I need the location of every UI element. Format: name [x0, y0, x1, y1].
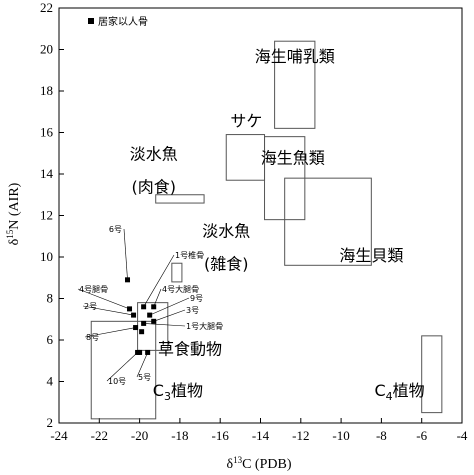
region-label: (雑食): [204, 254, 249, 273]
y-tick-label: 6: [47, 332, 54, 347]
leader-line: [143, 254, 175, 307]
point-label: 4号腿骨: [79, 285, 108, 294]
x-tick-label: -12: [292, 428, 309, 443]
region-label: (肉食): [131, 178, 176, 197]
point-label: 9号: [190, 294, 203, 303]
leader-line: [106, 352, 138, 382]
y-tick-label: 22: [40, 0, 53, 15]
data-point: [137, 349, 143, 355]
point-label: 1号大腿骨: [186, 321, 223, 331]
x-tick-label: -18: [171, 428, 188, 443]
x-axis-ticks: -24 -22 -20 -18 -16 -14 -12 -10 -8 -6 -4: [50, 418, 468, 443]
region-box: [171, 262, 183, 283]
point-label: 1号椎骨: [175, 250, 204, 260]
x-tick-label: -6: [416, 428, 427, 443]
point-label: 10号: [108, 377, 126, 386]
y-tick-label: 4: [47, 374, 54, 389]
point-label: 6号: [109, 225, 122, 234]
data-point: [139, 329, 145, 335]
x-tick-label: -14: [252, 428, 270, 443]
region-label: 海生哺乳類: [255, 47, 335, 66]
y-tick-label: 16: [40, 125, 54, 140]
region-box: [274, 40, 316, 129]
leader-line: [153, 288, 162, 307]
y-tick-label: 18: [40, 83, 53, 98]
data-point: [125, 277, 131, 283]
region-box: [421, 335, 443, 414]
y-axis-label: δ15N (AIR): [5, 182, 22, 245]
region-label: 海生貝類: [339, 246, 403, 265]
legend-marker: [88, 18, 94, 24]
point-label: 5号: [138, 373, 151, 382]
y-tick-label: 14: [40, 166, 54, 181]
y-axis-ticks: 2 4 6 8 10 12 14 16 18 20 22: [40, 0, 64, 430]
y-tick-label: 8: [47, 291, 54, 306]
region-label: 淡水魚: [202, 221, 250, 240]
x-tick-label: -4: [457, 428, 468, 443]
x-tick-label: -24: [50, 428, 68, 443]
region-label: C3植物: [153, 381, 203, 403]
region-label: C4植物: [374, 381, 424, 403]
plot-frame: [58, 7, 463, 424]
y-tick-label: 20: [40, 42, 53, 57]
x-tick-label: -16: [212, 428, 230, 443]
y-tick-label: 2: [47, 415, 54, 430]
leader-line: [149, 297, 190, 316]
leader-line: [82, 305, 134, 316]
region-box: [225, 134, 266, 181]
region-box: [284, 177, 372, 266]
x-tick-label: -22: [91, 428, 108, 443]
legend: 居家以人骨: [88, 15, 148, 28]
x-tick-label: -20: [131, 428, 148, 443]
point-label: 2号: [84, 302, 97, 311]
point-label: 3号: [186, 306, 199, 315]
leader-line: [84, 327, 136, 338]
legend-label: 居家以人骨: [98, 15, 148, 28]
region-label: 海生魚類: [261, 149, 325, 168]
y-tick-label: 12: [40, 208, 53, 223]
region-box: [155, 194, 205, 204]
y-tick-label: 10: [40, 249, 53, 264]
region-box: [90, 320, 157, 420]
leader-line: [143, 323, 186, 327]
data-points: 6号 1号椎骨 4号腿骨 4号大腿骨 2号 9号 3号 1号大腿骨 8号 10号 5号: [77, 225, 223, 386]
leader-line: [153, 309, 186, 322]
x-tick-label: -8: [376, 428, 387, 443]
leader-line: [123, 228, 128, 280]
region-label: 草食動物: [158, 340, 222, 359]
region-label: サケ: [230, 111, 262, 130]
plot-area-border: [58, 7, 463, 424]
x-tick-label: -10: [332, 428, 349, 443]
x-axis-label: δ13C (PDB): [226, 455, 291, 472]
leader-line: [77, 288, 130, 310]
point-label: 8号: [86, 333, 99, 342]
point-label: 4号大腿骨: [162, 284, 199, 294]
region-label: 淡水魚: [130, 144, 178, 163]
leader-line: [136, 352, 148, 378]
food-source-regions: [90, 40, 443, 420]
